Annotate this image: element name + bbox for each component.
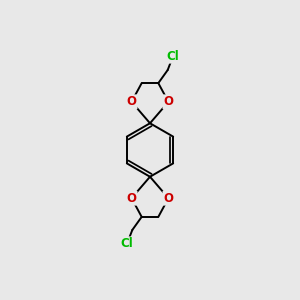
Text: O: O — [127, 192, 136, 205]
Text: O: O — [164, 95, 173, 108]
Text: Cl: Cl — [121, 237, 133, 250]
Text: Cl: Cl — [167, 50, 179, 63]
Text: O: O — [164, 192, 173, 205]
Text: O: O — [127, 95, 136, 108]
